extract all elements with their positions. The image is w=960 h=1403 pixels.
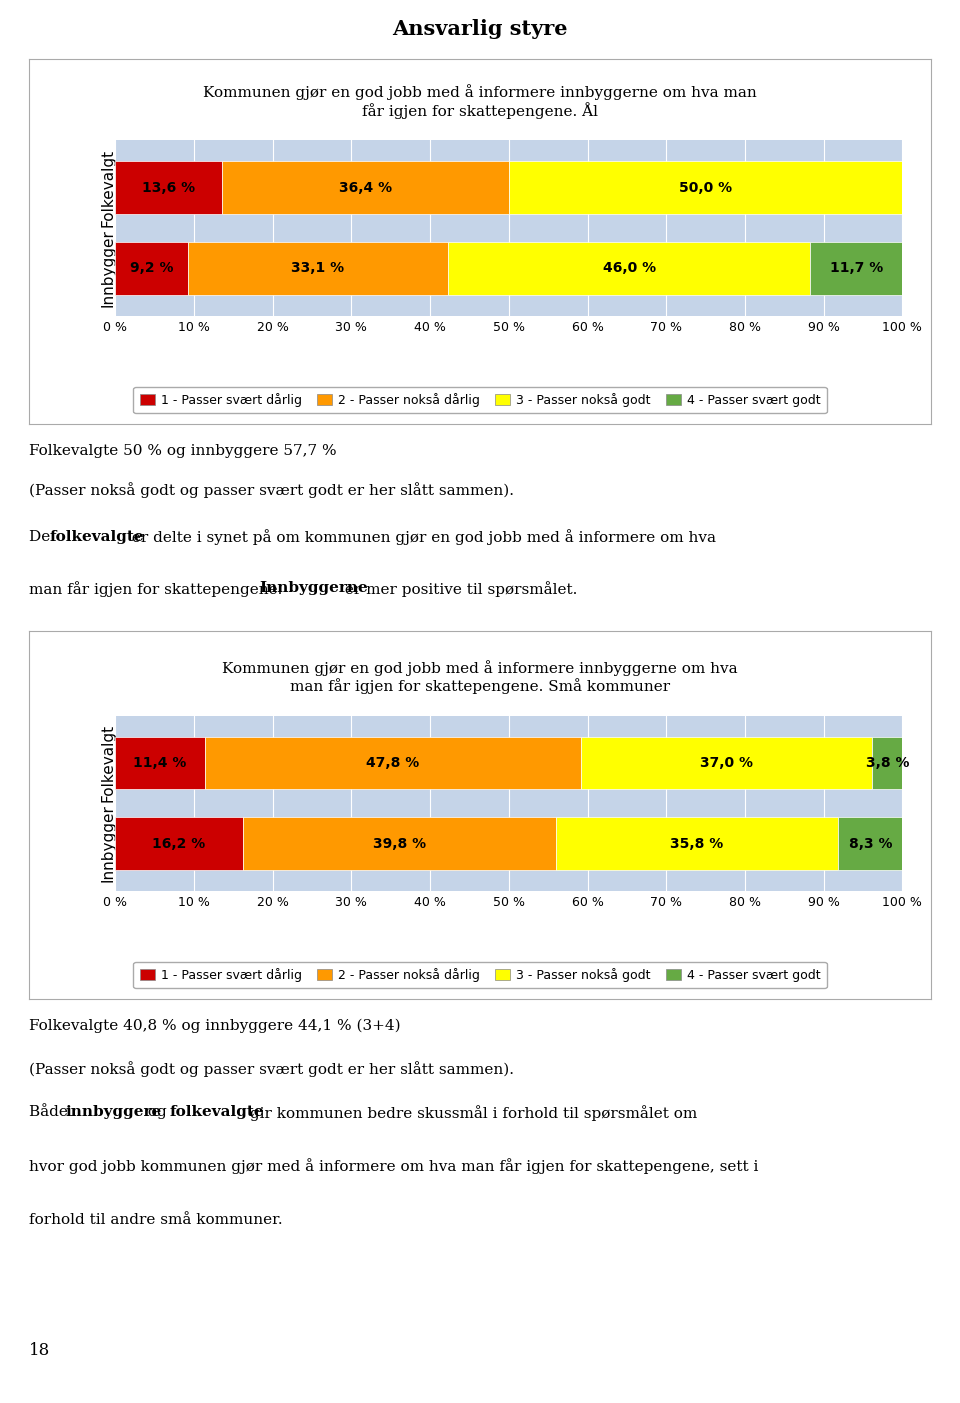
Text: forhold til andre små kommuner.: forhold til andre små kommuner. [29, 1214, 282, 1228]
Text: Kommunen gjør en god jobb med å informere innbyggerne om hva
man får igjen for s: Kommunen gjør en god jobb med å informer… [222, 659, 738, 694]
Text: Både: Både [29, 1106, 73, 1120]
Text: 11,7 %: 11,7 % [829, 261, 883, 275]
Bar [448, 241, 810, 295]
Text: 36,4 %: 36,4 % [339, 181, 392, 195]
Text: 39,8 %: 39,8 % [372, 836, 426, 850]
Legend: 1 - Passer svært dårlig, 2 - Passer nokså dårlig, 3 - Passer nokså godt, 4 - Pas: 1 - Passer svært dårlig, 2 - Passer noks… [133, 962, 827, 988]
Text: 50,0 %: 50,0 % [679, 181, 732, 195]
Text: 16,2 %: 16,2 % [153, 836, 205, 850]
Text: Folkevalgte 40,8 % og innbyggere 44,1 % (3+4): Folkevalgte 40,8 % og innbyggere 44,1 % … [29, 1019, 400, 1033]
Text: 47,8 %: 47,8 % [367, 756, 420, 770]
Text: 9,2 %: 9,2 % [130, 261, 173, 275]
Bar [223, 161, 509, 213]
Text: og: og [142, 1106, 171, 1120]
Text: (Passer nokså godt og passer svært godt er her slått sammen).: (Passer nokså godt og passer svært godt … [29, 1061, 514, 1078]
Bar [810, 241, 902, 295]
Text: (Passer nokså godt og passer svært godt er her slått sammen).: (Passer nokså godt og passer svært godt … [29, 483, 514, 498]
Text: Ansvarlig styre: Ansvarlig styre [393, 18, 567, 39]
Bar [115, 737, 204, 788]
Text: 3,8 %: 3,8 % [866, 756, 909, 770]
Text: Folkevalgte 50 % og innbyggere 57,7 %: Folkevalgte 50 % og innbyggere 57,7 % [29, 443, 336, 457]
Bar [115, 817, 243, 870]
Bar [873, 737, 902, 788]
Bar [243, 817, 556, 870]
Bar [509, 161, 902, 213]
Text: er mer positive til spørsmålet.: er mer positive til spørsmålet. [340, 581, 578, 596]
Bar [204, 737, 581, 788]
Bar [115, 241, 187, 295]
Bar [838, 817, 903, 870]
Text: 46,0 %: 46,0 % [603, 261, 656, 275]
Legend: 1 - Passer svært dårlig, 2 - Passer nokså dårlig, 3 - Passer nokså godt, 4 - Pas: 1 - Passer svært dårlig, 2 - Passer noks… [133, 387, 827, 412]
Text: 33,1 %: 33,1 % [291, 261, 345, 275]
Text: 35,8 %: 35,8 % [670, 836, 724, 850]
Text: er delte i synet på om kommunen gjør en god jobb med å informere om hva: er delte i synet på om kommunen gjør en … [127, 529, 716, 546]
Text: Kommunen gjør en god jobb med å informere innbyggerne om hva man
får igjen for s: Kommunen gjør en god jobb med å informer… [204, 84, 756, 119]
Text: De: De [29, 529, 55, 543]
Text: innbyggere: innbyggere [66, 1106, 162, 1120]
Bar [115, 161, 223, 213]
Text: folkevalgte: folkevalgte [50, 529, 144, 543]
Bar [581, 737, 873, 788]
Bar [187, 241, 448, 295]
Text: man får igjen for skattepengene.: man får igjen for skattepengene. [29, 581, 287, 596]
Text: folkevalgte: folkevalgte [170, 1106, 264, 1120]
Text: gir kommunen bedre skussmål i forhold til spørsmålet om: gir kommunen bedre skussmål i forhold ti… [246, 1106, 698, 1121]
Text: Innbyggerne: Innbyggerne [259, 581, 368, 595]
Text: 18: 18 [29, 1341, 50, 1360]
Text: hvor god jobb kommunen gjør med å informere om hva man får igjen for skattepenge: hvor god jobb kommunen gjør med å inform… [29, 1159, 758, 1174]
Text: 13,6 %: 13,6 % [142, 181, 195, 195]
Text: 11,4 %: 11,4 % [133, 756, 187, 770]
Text: 8,3 %: 8,3 % [849, 836, 892, 850]
Bar [556, 817, 838, 870]
Text: 37,0 %: 37,0 % [701, 756, 754, 770]
